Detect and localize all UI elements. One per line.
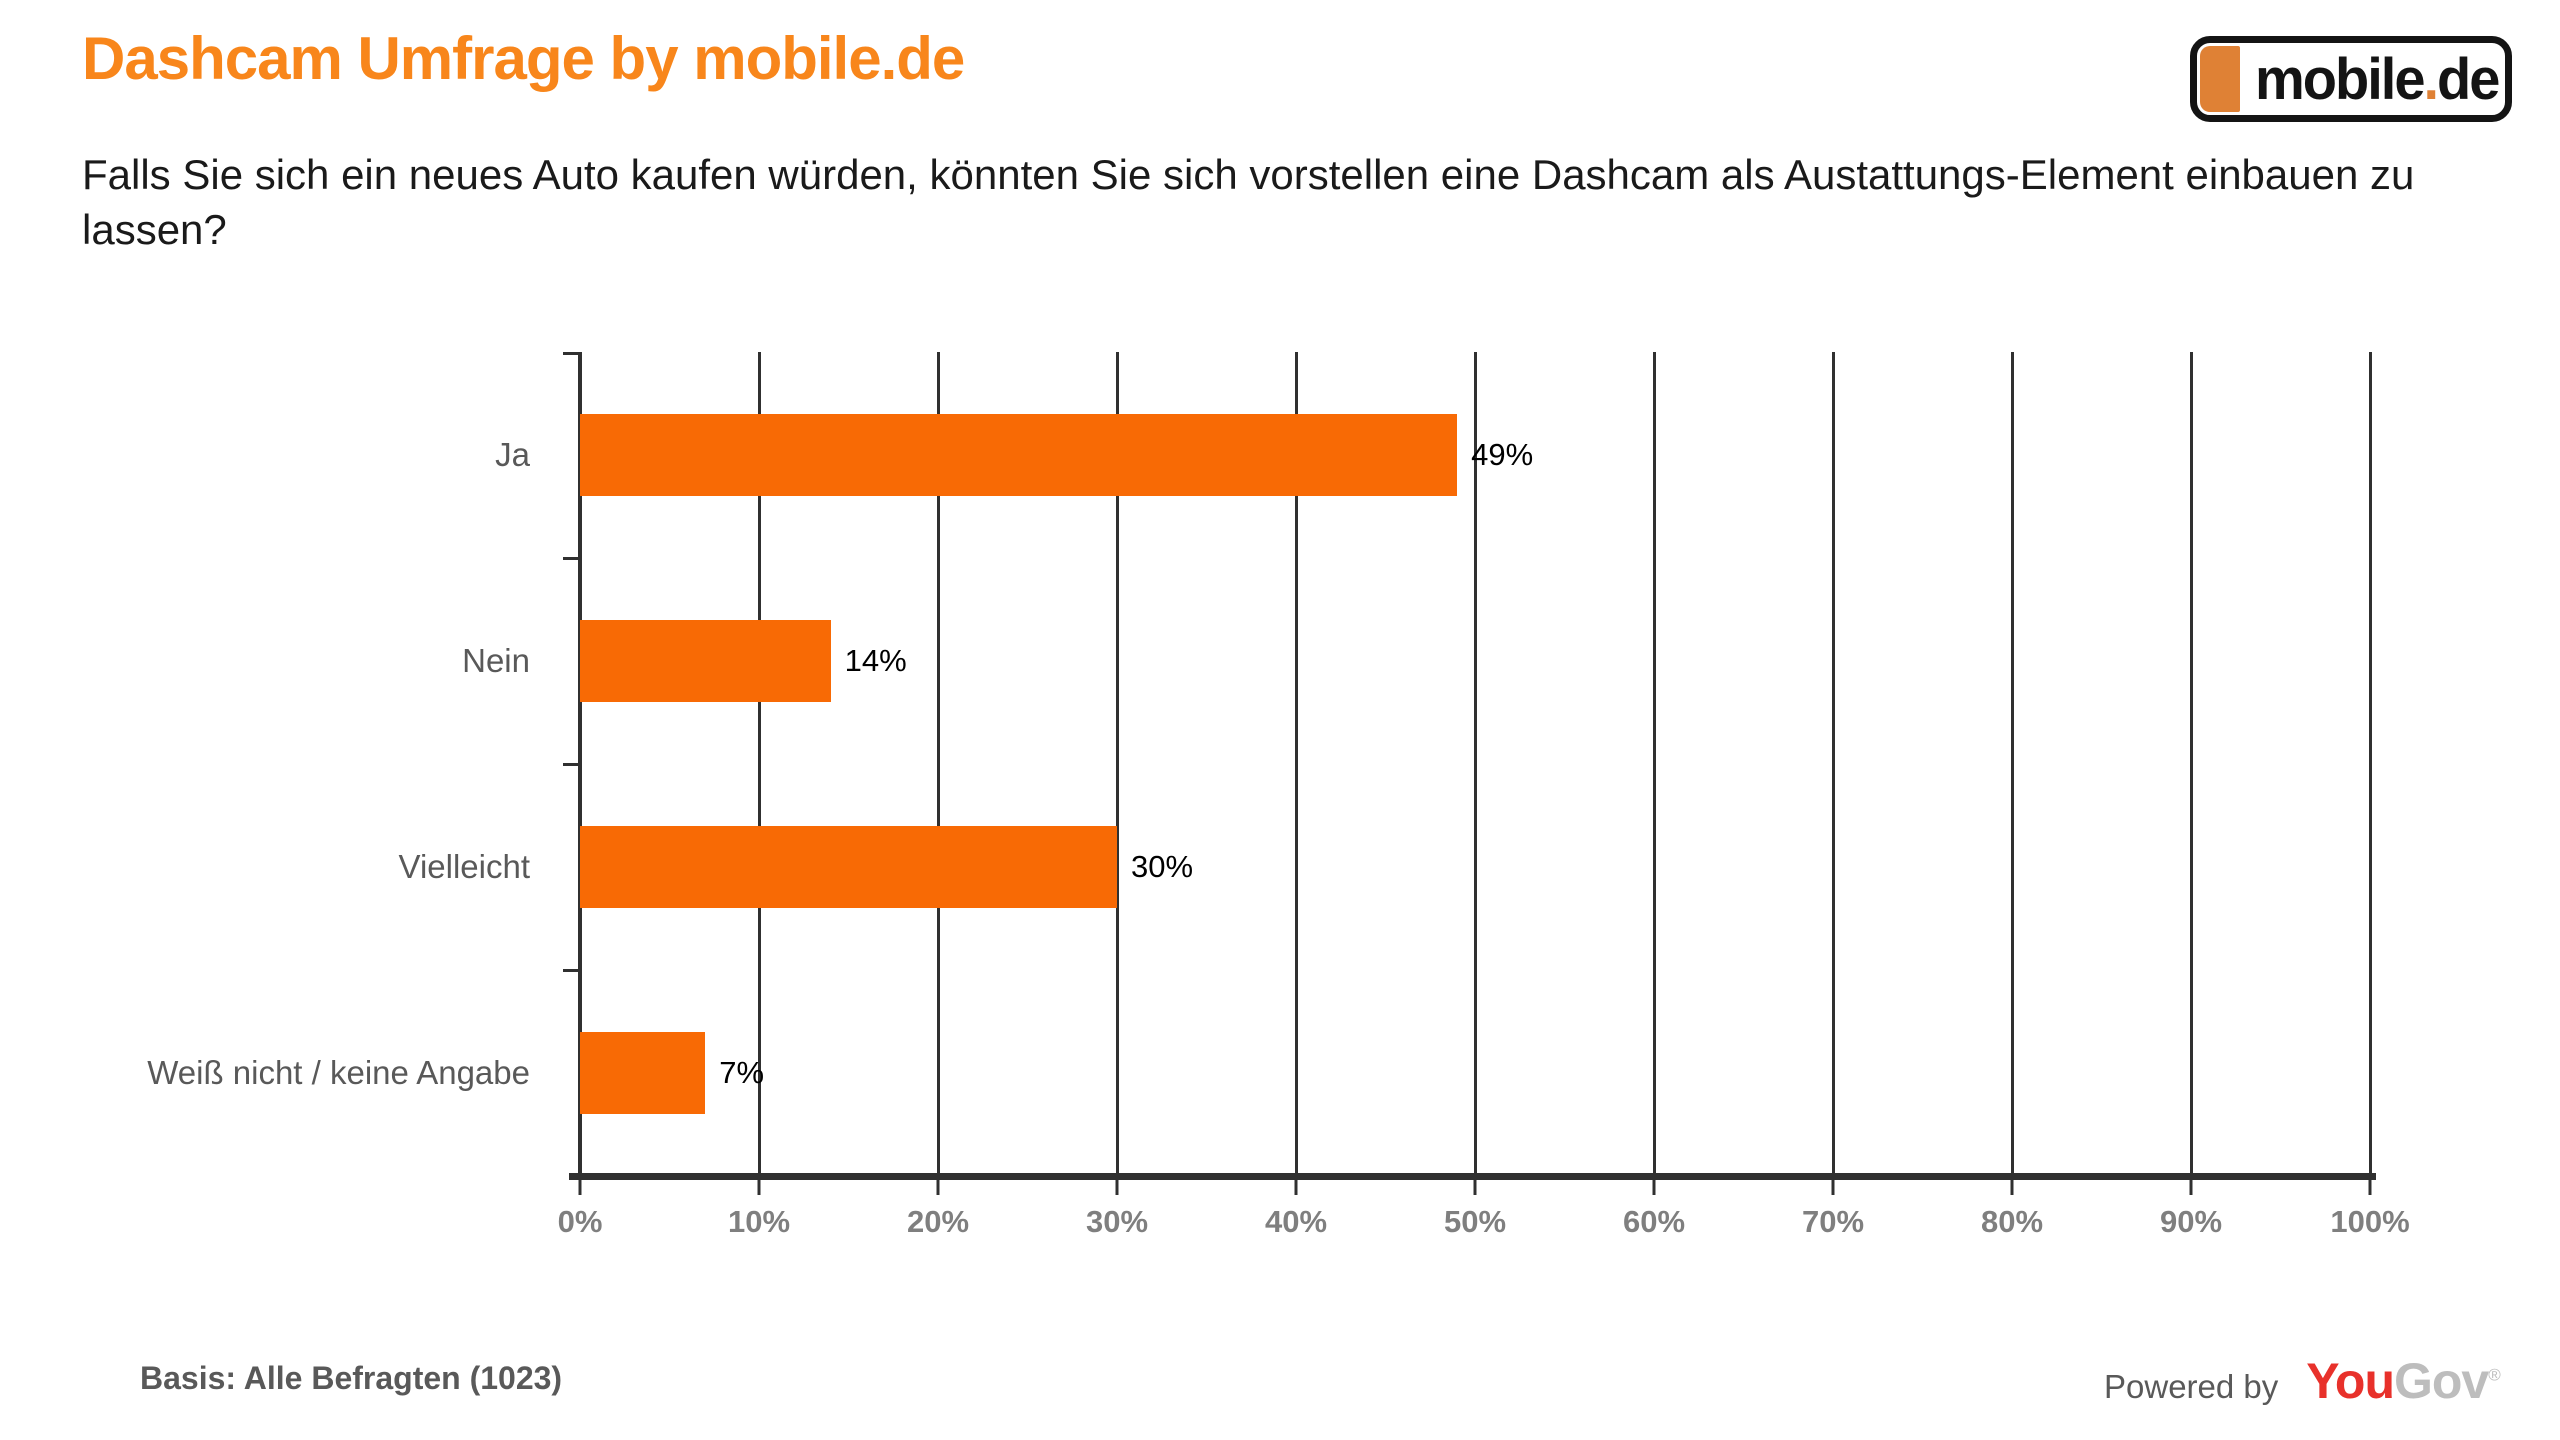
yougov-gov: Gov xyxy=(2394,1353,2489,1409)
bar-nein xyxy=(580,620,831,702)
x-axis-tick xyxy=(1473,1179,1477,1195)
bar-value-label: 7% xyxy=(719,1055,765,1090)
y-axis-line xyxy=(578,352,582,1179)
y-axis-tick xyxy=(563,556,580,560)
x-tick-label: 20% xyxy=(906,1204,970,1239)
y-axis-tick xyxy=(563,762,580,766)
x-axis-tick xyxy=(936,1179,940,1195)
bar-wei-nicht-keine-angabe xyxy=(580,1032,706,1114)
x-tick-label: 40% xyxy=(1264,1204,1328,1239)
x-tick-label: 80% xyxy=(1980,1204,2044,1239)
x-axis-tick xyxy=(757,1179,761,1195)
logo-orange-block xyxy=(2200,46,2240,112)
y-axis-tick xyxy=(563,968,580,972)
logo-dot: . xyxy=(2423,45,2439,112)
page-title: Dashcam Umfrage by mobile.de xyxy=(82,25,965,92)
x-tick-label: 90% xyxy=(2159,1204,2223,1239)
bar-value-label: 49% xyxy=(1471,437,1534,472)
logo-text: mobile.de xyxy=(2255,49,2500,109)
gridline-70pct xyxy=(1831,352,1835,1176)
gridline-30pct xyxy=(1115,352,1119,1176)
x-axis-tick xyxy=(1831,1179,1835,1195)
logo-text-suffix: de xyxy=(2437,45,2500,112)
bar-vielleicht xyxy=(580,826,1117,908)
gridline-20pct xyxy=(936,352,940,1176)
mobile-de-logo: mobile.de xyxy=(2190,36,2512,122)
gridline-100pct xyxy=(2368,352,2372,1176)
x-tick-label: 30% xyxy=(1085,1204,1149,1239)
y-axis-tick xyxy=(563,352,580,355)
survey-question: Falls Sie sich ein neues Auto kaufen wür… xyxy=(82,151,2415,253)
gridline-50pct xyxy=(1473,352,1477,1176)
logo-text-main: mobile xyxy=(2255,45,2425,112)
gridline-10pct xyxy=(757,352,761,1176)
category-axis-labels: Ja Nein Vielleicht Weiß nicht / keine Angab… xyxy=(0,352,556,1176)
x-tick-label: 0% xyxy=(557,1204,603,1239)
x-axis-tick xyxy=(1652,1179,1656,1195)
bar-value-label: 14% xyxy=(844,643,907,678)
x-tick-label: 10% xyxy=(727,1204,791,1239)
x-axis-tick xyxy=(1115,1179,1119,1195)
powered-by-label: Powered by xyxy=(2104,1368,2279,1405)
x-tick-label: 60% xyxy=(1622,1204,1686,1239)
gridline-90pct xyxy=(2189,352,2193,1176)
x-tick-label: 50% xyxy=(1443,1204,1507,1239)
basis-note: Basis: Alle Befragten (1023) xyxy=(140,1360,563,1396)
bar-ja xyxy=(580,414,1458,496)
gridline-80pct xyxy=(2010,352,2014,1176)
x-tick-label: 100% xyxy=(2330,1204,2410,1239)
yougov-logo: YouGov® xyxy=(2306,1352,2500,1410)
category-label: Vielleicht xyxy=(398,848,530,885)
powered-by-block: Powered by YouGov® xyxy=(2104,1352,2501,1410)
bar-value-label: 30% xyxy=(1131,849,1194,884)
registered-mark-icon: ® xyxy=(2488,1365,2500,1385)
category-label: Weiß nicht / keine Angabe xyxy=(147,1054,530,1091)
category-label: Ja xyxy=(495,436,530,473)
x-axis-tick xyxy=(578,1179,582,1195)
x-axis-tick xyxy=(2189,1179,2193,1195)
x-axis-tick xyxy=(1294,1179,1298,1195)
yougov-you: You xyxy=(2306,1353,2395,1409)
gridline-40pct xyxy=(1294,352,1298,1176)
gridline-60pct xyxy=(1652,352,1656,1176)
x-tick-label: 70% xyxy=(1801,1204,1865,1239)
x-axis-tick xyxy=(2368,1179,2372,1195)
plot-area: 0% 10% 20% 30% 40% 50% 60% 70% 80% 90% 100% 49% 14% 3… xyxy=(558,352,2410,1239)
x-axis-line xyxy=(569,1173,2376,1180)
category-label: Nein xyxy=(462,642,530,679)
x-axis-tick xyxy=(2010,1179,2014,1195)
